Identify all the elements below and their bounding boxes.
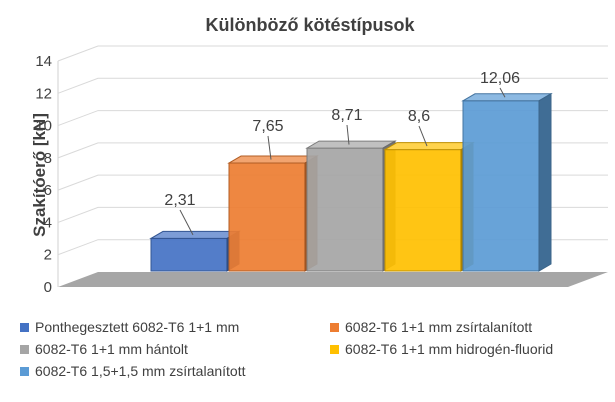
gridline: [57, 110, 608, 127]
y-tick-label: 6: [44, 182, 52, 199]
bar-side: [538, 92, 552, 272]
legend-item: 6082-T6 1+1 mm hidrogén-fluorid: [330, 341, 553, 357]
legend-label: Ponthegesztett 6082-T6 1+1 mm: [35, 319, 240, 335]
legend-swatch: [20, 366, 29, 376]
bar-front: [228, 162, 306, 272]
bar-top: [149, 230, 241, 239]
data-label: 8,71: [331, 107, 362, 124]
bar: [149, 230, 241, 272]
legend-swatch: [330, 344, 339, 354]
y-axis-label: Szakítóerő [kN]: [30, 113, 49, 237]
y-tick-label: 0: [44, 279, 52, 296]
legend-label: 6082-T6 1+1 mm zsírtalanított: [345, 319, 533, 335]
y-tick-label: 14: [35, 53, 52, 70]
bar-top: [227, 155, 319, 164]
leader-line: [267, 135, 272, 160]
bars: [149, 92, 553, 272]
data-label: 7,65: [252, 118, 283, 135]
leader-line: [418, 125, 428, 147]
legend-item: 6082-T6 1,5+1,5 mm zsírtalanított: [20, 363, 246, 379]
bar-top: [383, 142, 475, 151]
y-tick-label: 12: [35, 85, 52, 102]
leader-line: [179, 209, 194, 236]
y-tick-label: 8: [44, 150, 52, 167]
legend-swatch: [20, 322, 29, 332]
bar: [461, 92, 553, 272]
bar-top: [305, 140, 397, 149]
data-labels: 2,31 7,65 8,71 8,6 12,06: [164, 70, 520, 236]
bar: [227, 155, 319, 272]
data-label: 12,06: [480, 70, 520, 87]
bar-front: [306, 147, 384, 272]
leader-line: [346, 124, 350, 145]
bar-front: [150, 237, 228, 272]
gridline: [57, 45, 608, 62]
chart-floor: [58, 272, 608, 287]
gridlines: [57, 45, 608, 287]
data-label: 2,31: [164, 192, 195, 209]
gridline: [57, 77, 608, 94]
bar-front: [384, 149, 462, 272]
bar: [383, 141, 475, 272]
chart-title: Különböző kötéstípusok: [206, 15, 416, 35]
legend-item: 6082-T6 1+1 mm hántolt: [20, 341, 188, 357]
y-tick-label: 4: [44, 214, 52, 231]
bar: [305, 140, 397, 272]
legend-swatch: [330, 322, 339, 332]
y-tick-label: 10: [35, 118, 52, 135]
bar-top: [461, 93, 553, 102]
bar-front: [462, 100, 540, 272]
legend-item: Ponthegesztett 6082-T6 1+1 mm: [20, 319, 239, 335]
legend-label: 6082-T6 1+1 mm hántolt: [35, 341, 188, 357]
data-label: 8,6: [408, 108, 430, 125]
legend-label: 6082-T6 1+1 mm hidrogén-fluorid: [345, 341, 554, 357]
y-tick-label: 2: [44, 247, 52, 264]
y-axis-ticks: 0 2 4 6 8 10 12 14: [35, 53, 52, 296]
legend-label: 6082-T6 1,5+1,5 mm zsírtalanított: [35, 363, 246, 379]
legend-item: 6082-T6 1+1 mm zsírtalanított: [330, 319, 532, 335]
leader-line: [499, 87, 506, 98]
legend-swatch: [20, 344, 29, 354]
